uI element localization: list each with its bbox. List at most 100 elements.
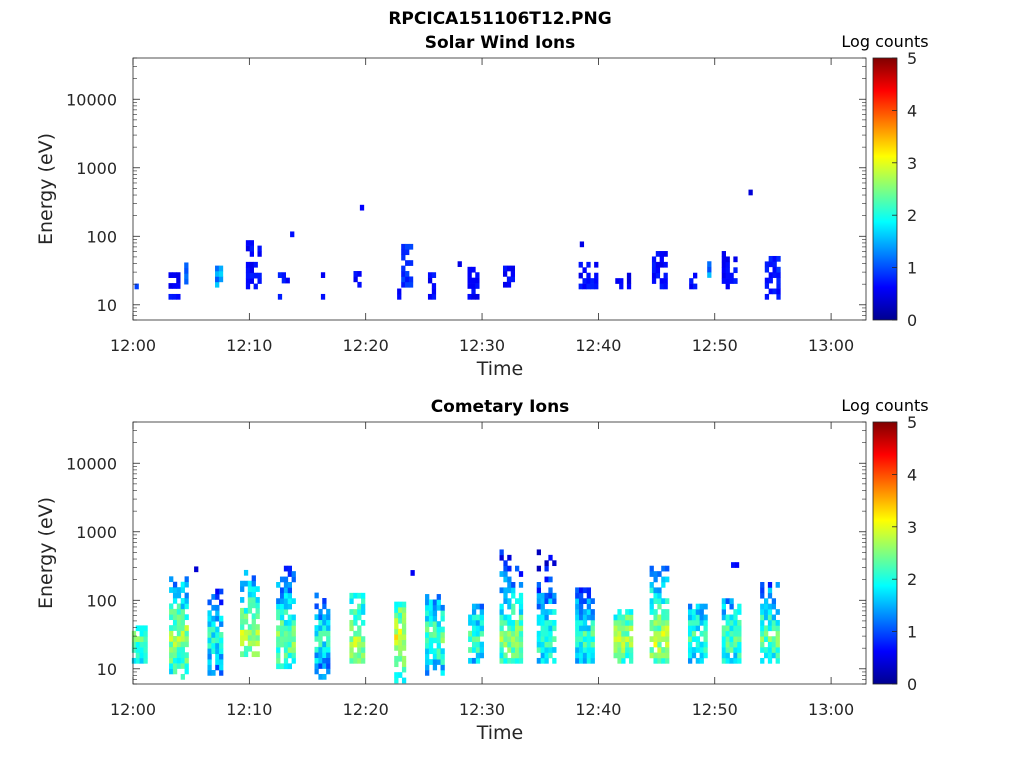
heatmap-cell: [579, 598, 584, 604]
heatmap-cell: [428, 648, 434, 655]
heatmap-cell: [215, 271, 220, 277]
heatmap-cell: [626, 283, 632, 290]
heatmap-cell: [247, 597, 253, 603]
heatmap-cell: [283, 652, 289, 659]
heatmap-cell: [431, 272, 437, 278]
heatmap-cell: [721, 251, 726, 257]
heatmap-cell: [326, 652, 331, 659]
heatmap-cell: [511, 657, 516, 664]
heatmap-cell: [314, 614, 319, 621]
y-tick-label: 1000: [76, 523, 117, 542]
heatmap-cell: [276, 657, 281, 664]
heatmap-cell: [440, 626, 445, 633]
heatmap-cell: [240, 607, 245, 614]
heatmap-cell: [427, 272, 433, 278]
heatmap-cell: [621, 652, 626, 659]
heatmap-cell: [276, 598, 281, 604]
heatmap-cell: [703, 603, 708, 610]
heatmap-cell: [276, 609, 281, 615]
heatmap-cell: [283, 609, 289, 615]
heatmap-cell: [169, 608, 174, 615]
heatmap-cell: [767, 641, 773, 648]
heatmap-cell: [349, 625, 354, 632]
heatmap-cell: [436, 599, 441, 606]
heatmap-cell: [617, 614, 622, 621]
heatmap-cell: [661, 636, 666, 642]
heatmap-cell: [475, 630, 481, 637]
heatmap-cell: [283, 603, 289, 610]
heatmap-cell: [176, 277, 181, 284]
heatmap-cell: [687, 641, 693, 648]
heatmap-cell: [249, 251, 254, 257]
heatmap-cell: [613, 652, 618, 659]
heatmap-cell: [737, 657, 742, 664]
heatmap-cell: [699, 641, 704, 648]
heatmap-cell: [737, 609, 742, 615]
heatmap-cell: [218, 276, 224, 283]
heatmap-cell: [425, 653, 430, 660]
heatmap-cell: [536, 592, 541, 599]
heatmap-cell: [135, 641, 140, 648]
heatmap-cell: [767, 652, 773, 659]
heatmap-cell: [318, 673, 323, 680]
heatmap-cell: [169, 630, 174, 637]
colorbar-tick-label: 0: [907, 675, 917, 694]
heatmap-cell: [548, 625, 553, 632]
heatmap-cell: [661, 609, 666, 615]
heatmap-cell: [211, 637, 216, 644]
heatmap-cell: [767, 636, 773, 642]
heatmap-cell: [398, 601, 403, 608]
heatmap-cell: [767, 619, 773, 626]
heatmap-cell: [552, 636, 557, 642]
heatmap-cell: [511, 587, 516, 594]
heatmap-cell: [771, 647, 777, 653]
heatmap-cell: [255, 635, 260, 641]
heatmap-cell: [184, 262, 189, 269]
heatmap-cell: [249, 272, 254, 279]
heatmap-cell: [586, 630, 592, 637]
heatmap-cell: [184, 278, 189, 285]
heatmap-cell: [357, 636, 362, 642]
heatmap-cell: [657, 625, 662, 632]
heatmap-cell: [540, 592, 545, 599]
heatmap-cell: [468, 657, 473, 664]
heatmap-cell: [397, 288, 402, 295]
heatmap-cell: [436, 653, 441, 660]
heatmap-cell: [432, 626, 438, 633]
heatmap-cell: [586, 657, 592, 664]
heatmap-cell: [511, 652, 516, 659]
heatmap-cell: [326, 657, 331, 664]
heatmap-cell: [552, 592, 557, 599]
heatmap-cell: [432, 599, 438, 606]
heatmap-cell: [314, 630, 319, 637]
heatmap-cell: [503, 565, 508, 572]
heatmap-cell: [653, 657, 658, 664]
heatmap-cell: [169, 663, 174, 669]
heatmap-cell: [540, 614, 545, 621]
heatmap-cell: [665, 657, 670, 664]
heatmap-cell: [357, 609, 362, 615]
heatmap-cell: [695, 603, 700, 610]
heatmap-cell: [771, 598, 777, 604]
heatmap-cell: [590, 614, 595, 621]
heatmap-cell: [353, 657, 358, 664]
heatmap-cell: [764, 603, 769, 610]
heatmap-cell: [511, 619, 516, 626]
heatmap-cell: [219, 670, 224, 676]
heatmap-cell: [471, 625, 477, 632]
heatmap-cell: [665, 652, 670, 659]
heatmap-cell: [511, 625, 516, 632]
heatmap-cell: [536, 619, 541, 626]
heatmap-cell: [510, 271, 516, 277]
heatmap-cell: [283, 582, 289, 588]
heatmap-cell: [653, 636, 658, 642]
heatmap-cell: [471, 288, 476, 295]
axis-ticks: 12:00 12:10 12:20 12:30 12:40 12:50 13:00 10 100…: [66, 57, 866, 355]
heatmap-cell: [314, 603, 319, 610]
heatmap-cell: [729, 641, 734, 648]
heatmap-cell: [428, 599, 434, 606]
heatmap-cell: [207, 642, 212, 649]
heatmap-cell: [279, 614, 285, 621]
heatmap-cell: [507, 587, 512, 594]
colorbar-label: Log counts: [841, 32, 928, 51]
